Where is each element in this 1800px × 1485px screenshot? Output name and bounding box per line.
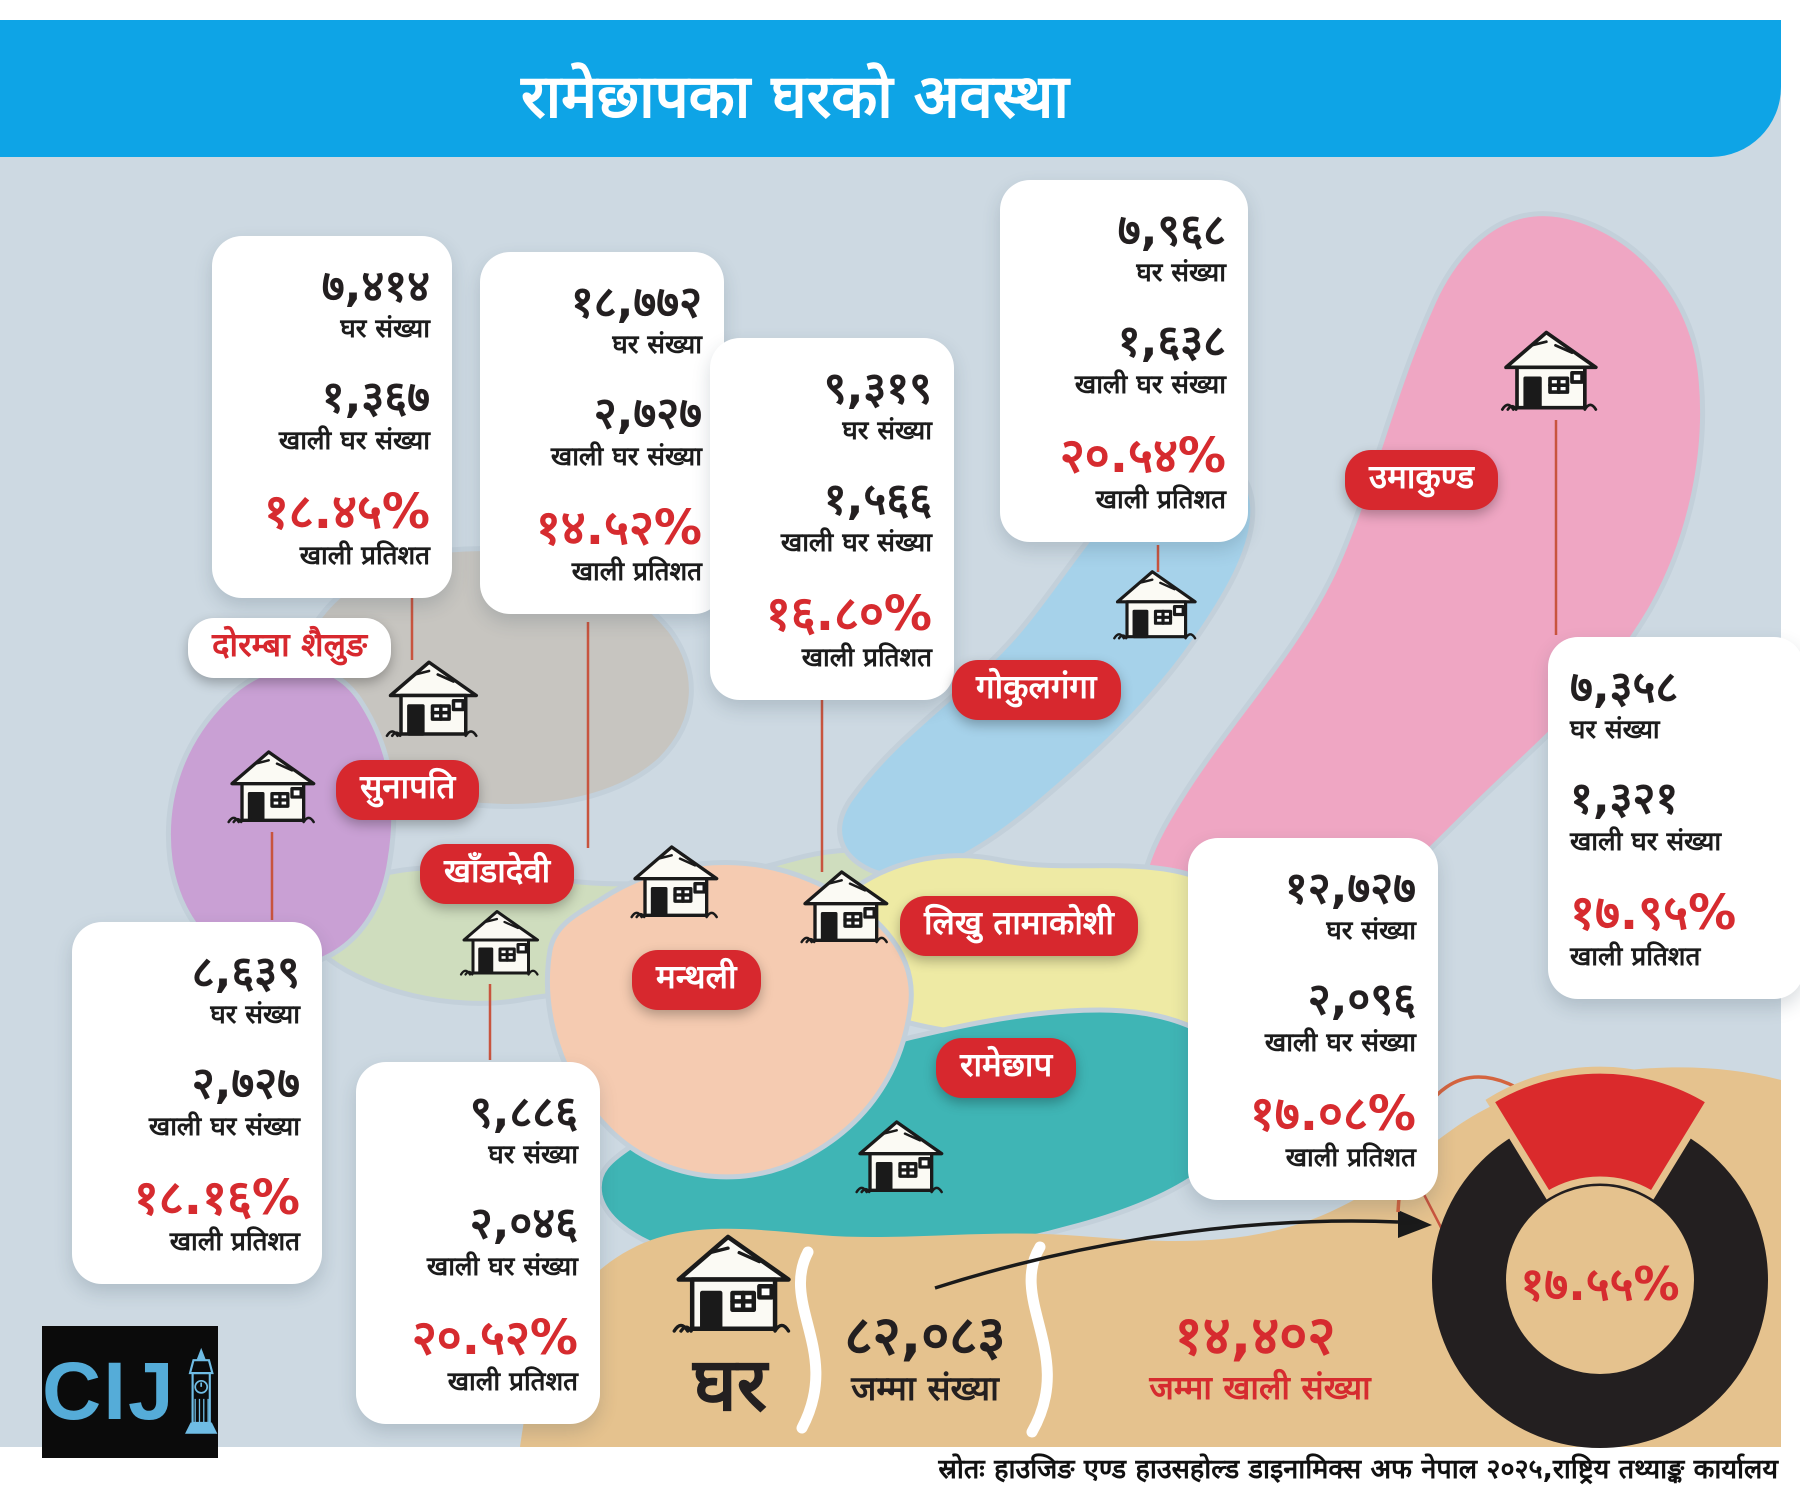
- empty-label: खाली घर संख्या: [278, 425, 430, 456]
- houses-count: ९,८८६: [469, 1087, 578, 1138]
- houses-label: घर संख्या: [842, 416, 932, 447]
- empty-count: २,७२७: [593, 388, 702, 440]
- region-label-umakunda: उमाकुण्ड: [1345, 450, 1499, 510]
- empty-count: १,३६७: [321, 372, 430, 424]
- source-credit: स्रोतः हाउजिङ एण्ड हाउसहोल्ड डाइनामिक्स …: [938, 1454, 1778, 1485]
- empty-count: २,०९६: [1307, 974, 1416, 1026]
- percent-label: खाली प्रतिशत: [447, 1367, 578, 1398]
- percent-label: खाली प्रतिशत: [1285, 1143, 1416, 1174]
- houses-count: ७,४१४: [321, 261, 430, 312]
- vacancy-percent: १७.९५%: [1570, 884, 1737, 941]
- region-label-doramba-shailung: दोरम्बा शैलुङ: [188, 618, 392, 678]
- empty-label: खाली घर संख्या: [780, 527, 932, 558]
- houses-label: घर संख्या: [612, 330, 702, 361]
- donut-slice-vacant: [1485, 1066, 1715, 1200]
- separators: [794, 1241, 1053, 1438]
- houses-count: ८,६३९: [191, 947, 300, 998]
- vacancy-percent: १८.१६%: [133, 1169, 300, 1226]
- empty-count: १,३२१: [1570, 773, 1679, 825]
- region-label-ramechhap: रामेछाप: [936, 1038, 1077, 1098]
- houses-count: १२,७२७: [1284, 863, 1416, 914]
- region-label-sunapati: सुनापति: [336, 760, 480, 820]
- vacancy-percent: १६.८०%: [765, 585, 932, 642]
- vacancy-percent: २०.५४%: [1059, 427, 1226, 484]
- statbox-ramechhap: १२,७२७ घर संख्या २,०९६ खाली घर संख्या १७.०…: [1188, 838, 1438, 1201]
- vacancy-percent: १४.५२%: [535, 499, 702, 556]
- region-label-likhu-tamakoshi: लिखु तामाकोशी: [900, 896, 1138, 956]
- connector-lines: [270, 420, 1558, 1296]
- vacancy-percent: २०.५२%: [411, 1309, 578, 1366]
- donut-percent: १७.५५%: [1520, 1257, 1680, 1311]
- houses-count: ७,९६८: [1117, 205, 1226, 256]
- percent-label: खाली प्रतिशत: [801, 643, 932, 674]
- statbox-umakunda: ७,३५८ घर संख्या १,३२१ खाली घर संख्या १७.९५…: [1548, 637, 1800, 1000]
- region-label-manthali: मन्थली: [632, 950, 761, 1010]
- empty-count: २,७२७: [191, 1058, 300, 1110]
- empty-count: १,६३८: [1117, 316, 1226, 368]
- clock-tower-icon: [184, 1347, 217, 1434]
- total-houses: ८२,०८३: [844, 1304, 1006, 1367]
- statbox-doramba-shailung: ७,४१४ घर संख्या १,३६७ खाली घर संख्या १८.४५…: [212, 236, 452, 599]
- percent-label: खाली प्रतिशत: [1095, 485, 1226, 516]
- house-word: घर: [693, 1342, 767, 1428]
- empty-label: खाली घर संख्या: [148, 1111, 300, 1142]
- houses-count: ९,३१९: [823, 363, 932, 414]
- percent-label: खाली प्रतिशत: [1570, 942, 1701, 973]
- houses-count: १८,७७२: [570, 277, 702, 328]
- percent-label: खाली प्रतिशत: [299, 541, 430, 572]
- page-title: रामेछापका घरको अवस्था: [521, 62, 1069, 132]
- vacancy-donut-chart: [1432, 1066, 1768, 1448]
- houses-label: घर संख्या: [1570, 715, 1660, 746]
- region-label-khadadevi: खाँडादेवी: [420, 844, 575, 904]
- houses-label: घर संख्या: [210, 1000, 300, 1031]
- vacancy-percent: १७.०८%: [1249, 1085, 1416, 1142]
- empty-label: खाली घर संख्या: [426, 1251, 578, 1282]
- houses-label: घर संख्या: [1136, 258, 1226, 289]
- header-bar: रामेछापका घरको अवस्था: [0, 20, 1781, 157]
- statbox-manthali: १८,७७२ घर संख्या २,७२७ खाली घर संख्या १४.५…: [480, 252, 724, 615]
- statbox-gokulganga: ७,९६८ घर संख्या १,६३८ खाली घर संख्या २०.५४…: [1000, 180, 1248, 543]
- map-regions: [165, 211, 1706, 1273]
- empty-label: खाली घर संख्या: [1074, 369, 1226, 400]
- empty-label: खाली घर संख्या: [1570, 826, 1722, 857]
- empty-label: खाली घर संख्या: [1264, 1027, 1416, 1058]
- percent-label: खाली प्रतिशत: [571, 557, 702, 588]
- empty-count: १,५६६: [823, 474, 932, 526]
- houses-label: घर संख्या: [1326, 916, 1416, 947]
- houses-count: ७,३५८: [1570, 662, 1679, 713]
- cij-logo: CIJ: [42, 1326, 218, 1458]
- house-icon: [629, 845, 719, 919]
- houses-label: घर संख्या: [488, 1140, 578, 1171]
- total-empty-label: जम्मा खाली संख्या: [1149, 1368, 1371, 1407]
- empty-count: २,०४६: [469, 1198, 578, 1250]
- percent-label: खाली प्रतिशत: [169, 1227, 300, 1258]
- empty-label: खाली घर संख्या: [550, 441, 702, 472]
- houses-label: घर संख्या: [340, 314, 430, 345]
- total-empty: १४,४०२: [1174, 1304, 1336, 1367]
- vacancy-percent: १८.४५%: [263, 483, 430, 540]
- total-houses-label: जम्मा संख्या: [851, 1369, 999, 1409]
- black-arrow: [934, 1210, 1432, 1290]
- statbox-likhu-tamakoshi: ९,३१९ घर संख्या १,५६६ खाली घर संख्या १६.८०…: [710, 338, 954, 701]
- region-label-gokulganga: गोकुलगंगा: [952, 660, 1121, 720]
- cij-logo-text: CIJ: [42, 1346, 176, 1437]
- statbox-sunapati: ८,६३९ घर संख्या २,७२७ खाली घर संख्या १८.१६…: [72, 922, 322, 1285]
- statbox-khadadevi: ९,८८६ घर संख्या २,०४६ खाली घर संख्या २०.५२…: [356, 1062, 600, 1425]
